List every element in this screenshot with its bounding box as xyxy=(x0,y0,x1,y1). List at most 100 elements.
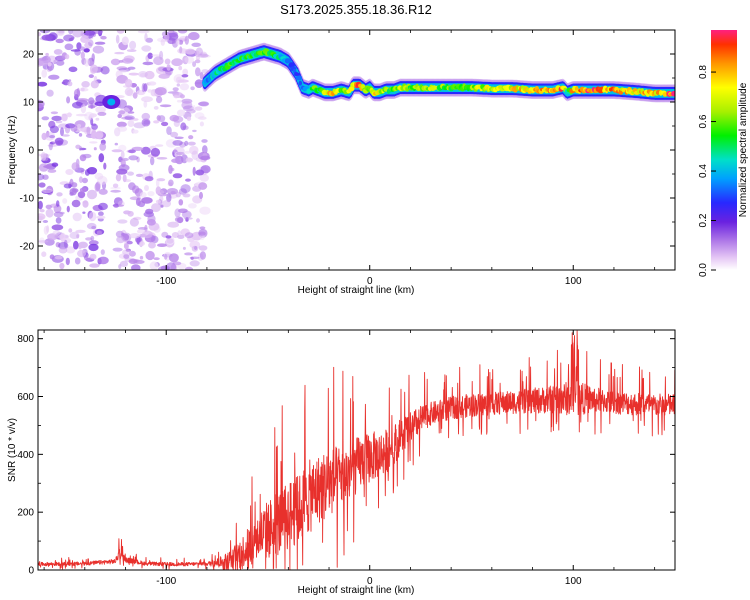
noise-blob xyxy=(45,52,49,57)
noise-blob xyxy=(198,231,206,236)
noise-blob xyxy=(199,121,204,127)
noise-blob xyxy=(100,249,105,255)
noise-blob xyxy=(117,219,128,224)
noise-blob xyxy=(148,241,156,249)
noise-blob xyxy=(147,89,153,93)
colorbar-tick-label: 0.0 xyxy=(698,263,709,277)
noise-blob xyxy=(121,58,134,64)
noise-blob xyxy=(68,66,78,73)
noise-blob xyxy=(189,256,200,260)
noise-blob xyxy=(88,243,99,252)
noise-blob xyxy=(165,235,172,239)
ridge-core xyxy=(294,72,301,77)
noise-blob xyxy=(124,115,135,120)
noise-blob xyxy=(179,83,190,91)
noise-blob xyxy=(121,36,129,46)
noise-blob xyxy=(191,42,201,47)
noise-blob xyxy=(46,55,58,64)
noise-blob xyxy=(198,116,207,120)
noise-blob xyxy=(192,61,197,67)
noise-blob xyxy=(147,52,153,59)
snr-series-line xyxy=(38,330,675,570)
noise-blob xyxy=(81,81,90,88)
noise-blob xyxy=(67,81,73,87)
noise-blob xyxy=(132,129,139,134)
colorbar-tick-label: 0.8 xyxy=(698,65,709,79)
noise-blob xyxy=(199,206,211,215)
noise-blob xyxy=(139,191,147,198)
noise-blob xyxy=(97,175,108,185)
y-tick-label: 400 xyxy=(17,450,34,461)
noise-blob xyxy=(177,234,185,239)
noise-blob xyxy=(41,34,53,41)
noise-blob xyxy=(144,33,148,42)
noise-blob xyxy=(127,119,135,127)
noise-blob xyxy=(178,199,184,206)
noise-blob xyxy=(38,32,42,37)
noise-blob xyxy=(124,87,134,97)
figure-title: S173.2025.355.18.36.R12 xyxy=(280,2,432,17)
noise-blob xyxy=(83,30,96,36)
noise-blob xyxy=(194,50,200,57)
noise-blob xyxy=(66,205,70,213)
noise-blob xyxy=(174,208,181,218)
colorbar: 0.0 0.2 0.4 0.6 0.8 Normalized spectral ampl… xyxy=(698,30,749,277)
noise-blob xyxy=(119,260,129,267)
noise-blob xyxy=(184,55,194,64)
noise-blob xyxy=(76,234,80,239)
noise-blob xyxy=(89,253,97,260)
noise-blob xyxy=(174,136,184,140)
noise-blob xyxy=(93,147,97,151)
noise-blob xyxy=(56,192,63,197)
noise-blob xyxy=(86,189,98,200)
noise-blob xyxy=(127,171,134,176)
snr-panel: -100 0 100 0 200 400 600 800 Height of straigh… xyxy=(7,329,676,596)
noise-blob xyxy=(38,81,48,87)
noise-blob xyxy=(110,189,121,193)
noise-blob xyxy=(72,101,84,109)
noise-blob xyxy=(94,41,106,45)
noise-blob xyxy=(166,193,172,203)
noise-blob xyxy=(114,142,119,146)
noise-blob xyxy=(138,71,148,78)
noise-blob xyxy=(90,132,103,140)
noise-blob xyxy=(63,34,75,42)
noise-blob xyxy=(115,173,122,182)
noise-blob xyxy=(80,87,85,92)
noise-blob xyxy=(166,238,174,244)
noise-blob xyxy=(151,54,162,57)
noise-blob xyxy=(42,220,49,223)
noise-blob xyxy=(131,264,141,270)
noise-blob xyxy=(48,74,60,80)
noise-blob xyxy=(93,75,98,82)
noise-blob xyxy=(123,254,130,259)
noise-blob xyxy=(77,124,82,128)
noise-blob xyxy=(156,115,161,121)
noise-blob xyxy=(171,58,183,67)
noise-blob xyxy=(42,174,49,180)
noise-blob xyxy=(54,255,63,260)
noise-blob xyxy=(179,94,185,99)
noise-blob xyxy=(123,243,129,250)
noise-blob xyxy=(47,144,58,147)
noise-blob xyxy=(89,141,98,144)
hot-spot-core xyxy=(107,98,116,106)
colorbar-tick-label: 0.6 xyxy=(698,114,709,128)
noise-blob xyxy=(70,182,78,188)
noise-blob xyxy=(176,83,180,87)
noise-blob xyxy=(184,140,189,147)
noise-blob xyxy=(118,264,122,270)
noise-blob xyxy=(178,65,183,71)
noise-blob xyxy=(127,66,136,70)
noise-blob xyxy=(199,226,206,230)
noise-blob xyxy=(38,240,49,243)
noise-blob xyxy=(72,212,82,222)
noise-blob xyxy=(92,45,105,54)
noise-blob xyxy=(117,113,122,119)
noise-blob xyxy=(45,208,54,218)
noise-blob xyxy=(86,222,97,230)
noise-blob xyxy=(190,86,195,91)
noise-blob xyxy=(39,216,43,223)
noise-blob xyxy=(54,137,64,145)
